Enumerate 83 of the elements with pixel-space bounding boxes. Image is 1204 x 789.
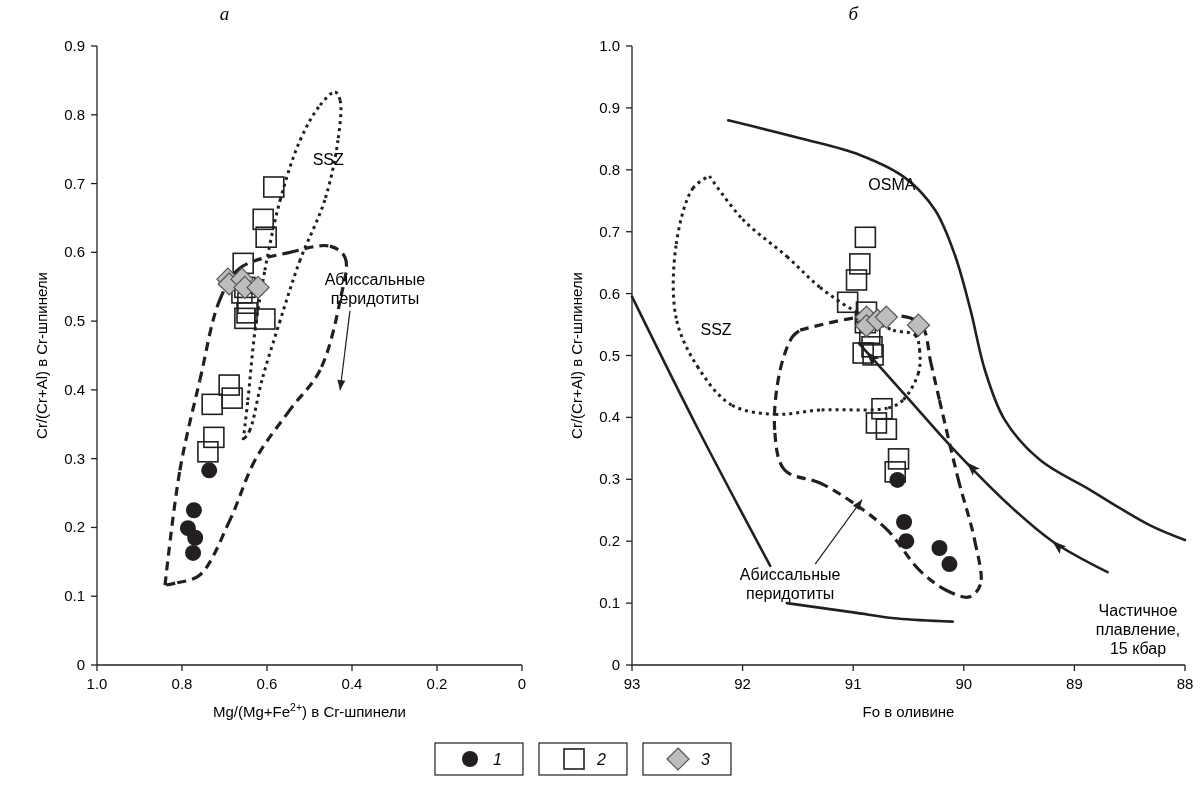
point [252, 208, 274, 231]
y-tick-label: 0.5 [64, 312, 85, 330]
y-tick-label: 0.7 [64, 174, 85, 192]
y-tick-label: 0.8 [599, 160, 620, 178]
point [232, 252, 254, 275]
x-tick-label: 0.8 [171, 675, 193, 692]
point [234, 307, 256, 330]
point [906, 313, 931, 337]
y-tick-label: 0.3 [64, 449, 85, 467]
y-tick-label: 0.6 [599, 284, 620, 302]
point [862, 344, 884, 366]
point [861, 336, 883, 358]
point [871, 397, 893, 420]
line-series [785, 601, 955, 623]
point [201, 462, 218, 479]
x-tick-label: 88 [1176, 675, 1194, 692]
y-tick-label: 0.6 [64, 243, 85, 261]
legend-label: 2 [596, 751, 606, 768]
y-tick-label: 0.2 [599, 532, 620, 550]
y-tick-label: 1.0 [599, 37, 620, 54]
point [896, 514, 913, 531]
point [246, 275, 270, 300]
point [236, 302, 258, 324]
x-tick-label: 91 [844, 675, 862, 692]
point [836, 291, 859, 314]
annotation: SSZ [312, 151, 344, 169]
point [874, 305, 898, 329]
annotation: SSZ [700, 320, 732, 338]
chart-title: б [848, 3, 860, 24]
y-tick-label: 0.3 [599, 470, 620, 488]
point [887, 448, 910, 470]
point [849, 253, 871, 275]
point [845, 269, 868, 291]
annotation: Абиссальные перидотиты [739, 566, 841, 603]
y-tick-label: 0.8 [64, 105, 85, 123]
x-axis-title: Fo в оливине [862, 703, 955, 720]
y-tick-label: 0.1 [64, 587, 85, 605]
point [931, 540, 948, 557]
y-axis-title: Cr/(Cr+Al) в Cr-шпинели [568, 272, 585, 439]
point [898, 533, 915, 550]
y-tick-label: 0.7 [599, 222, 620, 240]
y-tick-label: 0.9 [599, 98, 620, 116]
legend-label: 3 [701, 751, 710, 768]
x-tick-label: 93 [623, 675, 641, 692]
legend-label: 1 [493, 751, 502, 768]
y-axis-title: Cr/(Cr+Al) в Cr-шпинели [33, 272, 50, 439]
point [185, 502, 202, 519]
x-tick-label: 92 [734, 675, 751, 692]
x-axis-title: Mg/(Mg+Fe$^{2+}$) в Cr-шпинели [212, 701, 407, 720]
point [875, 418, 898, 440]
annotation: OSMA [868, 175, 916, 193]
point [203, 426, 225, 449]
y-tick-label: 0.9 [64, 37, 85, 54]
y-tick-label: 0.4 [64, 380, 85, 398]
x-tick-label: 90 [955, 675, 973, 692]
point [221, 387, 243, 409]
point [854, 226, 877, 249]
x-tick-label: 0.2 [426, 675, 448, 692]
point [187, 529, 204, 546]
point [254, 308, 276, 330]
y-tick-label: 0 [76, 656, 85, 673]
x-tick-label: 0.6 [256, 675, 278, 692]
point [263, 176, 285, 198]
x-tick-label: 0.4 [341, 675, 363, 692]
annotation: Абиссальные перидотиты [324, 270, 426, 307]
point [201, 393, 223, 416]
chart-title: а [219, 3, 230, 24]
y-tick-label: 0.5 [599, 346, 620, 364]
y-tick-label: 0.4 [599, 408, 620, 426]
y-tick-label: 0.1 [599, 594, 620, 612]
x-tick-label: 0 [517, 675, 527, 692]
point [197, 440, 219, 463]
point [218, 374, 240, 396]
point [255, 226, 277, 248]
x-tick-label: 1.0 [86, 675, 108, 692]
point [884, 461, 907, 483]
annotation: Частичное плавление, 15 кбар [1095, 602, 1181, 658]
x-tick-label: 89 [1066, 675, 1083, 692]
point [941, 556, 958, 573]
y-tick-label: 0 [611, 656, 620, 673]
y-tick-label: 0.2 [64, 518, 85, 536]
point [185, 544, 202, 561]
point [865, 412, 888, 434]
